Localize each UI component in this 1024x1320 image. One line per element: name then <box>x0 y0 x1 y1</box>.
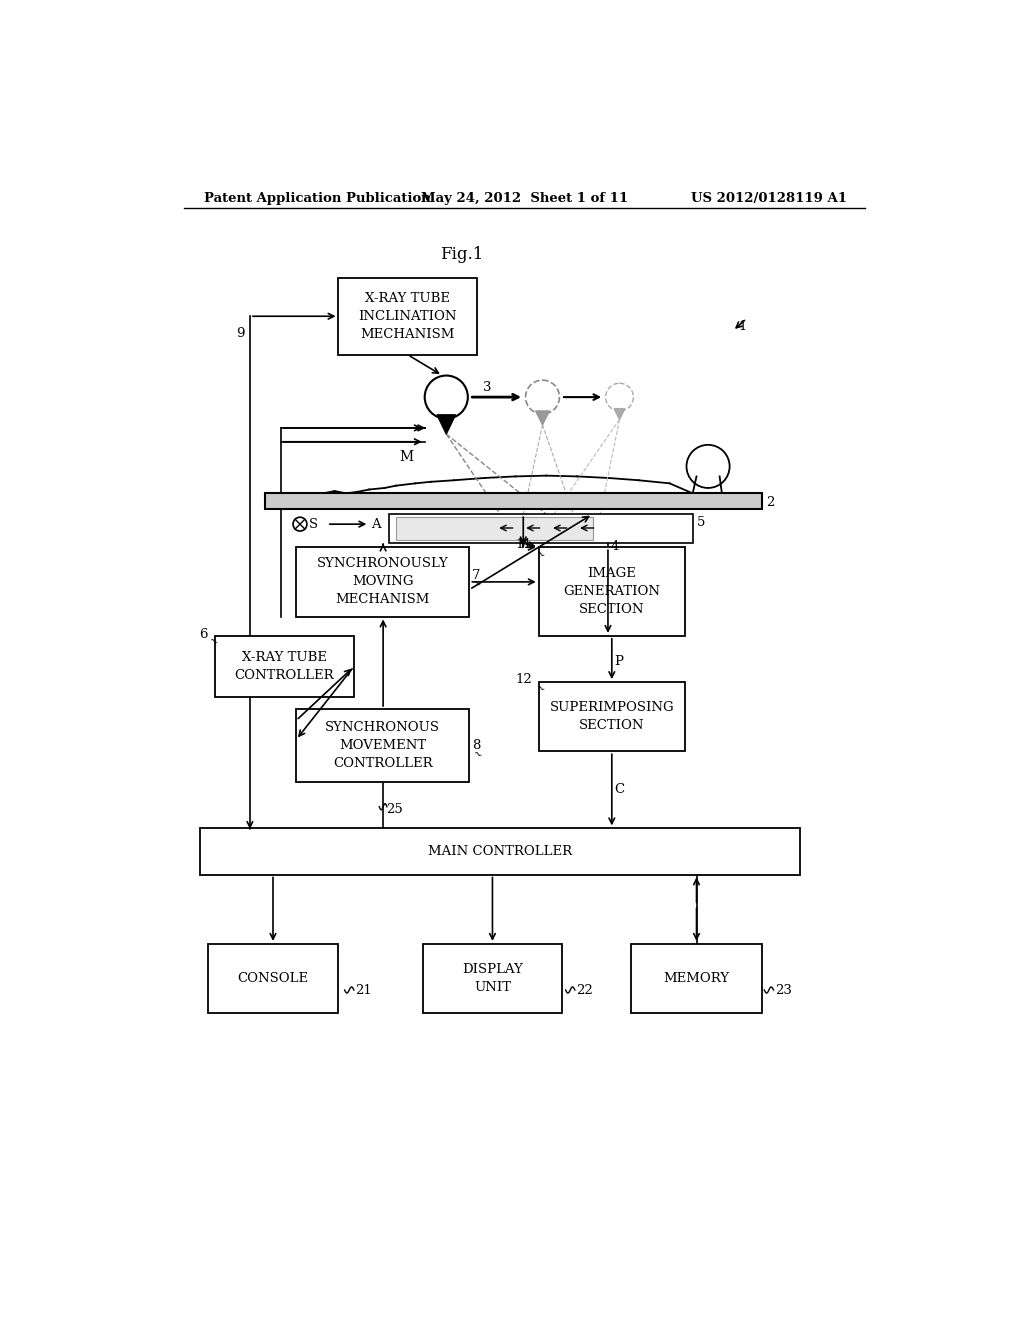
Text: ~: ~ <box>470 748 483 762</box>
Text: MEMORY: MEMORY <box>664 972 729 985</box>
Bar <box>396 517 593 540</box>
Text: ~: ~ <box>469 578 482 591</box>
Bar <box>631 944 762 1014</box>
Text: M: M <box>399 450 414 465</box>
Text: ~: ~ <box>534 682 546 697</box>
Bar <box>539 548 685 636</box>
Bar <box>200 829 801 874</box>
Text: 22: 22 <box>577 983 593 997</box>
Text: 23: 23 <box>775 983 792 997</box>
Bar <box>296 548 469 616</box>
Text: 11: 11 <box>516 539 532 552</box>
Text: 9: 9 <box>236 327 245 341</box>
Text: X-RAY TUBE
INCLINATION
MECHANISM: X-RAY TUBE INCLINATION MECHANISM <box>358 292 457 341</box>
Polygon shape <box>437 414 456 434</box>
Bar <box>339 277 477 355</box>
Text: SUPERIMPOSING
SECTION: SUPERIMPOSING SECTION <box>550 701 674 733</box>
Text: 12: 12 <box>516 673 532 686</box>
Text: C: C <box>614 783 625 796</box>
Text: 25: 25 <box>386 803 403 816</box>
Text: MAIN CONTROLLER: MAIN CONTROLLER <box>428 845 572 858</box>
Text: S: S <box>309 517 318 531</box>
Text: IMAGE
GENERATION
SECTION: IMAGE GENERATION SECTION <box>563 568 660 616</box>
Text: X-RAY TUBE
CONTROLLER: X-RAY TUBE CONTROLLER <box>234 651 335 682</box>
Text: DISPLAY
UNIT: DISPLAY UNIT <box>462 964 523 994</box>
Text: Patent Application Publication: Patent Application Publication <box>204 191 430 205</box>
Bar <box>423 944 562 1014</box>
Polygon shape <box>614 409 625 420</box>
Text: SYNCHRONOUSLY
MOVING
MECHANISM: SYNCHRONOUSLY MOVING MECHANISM <box>316 557 449 606</box>
Text: 6: 6 <box>199 628 208 640</box>
Text: 7: 7 <box>472 569 480 582</box>
Text: ~: ~ <box>206 635 219 648</box>
Text: US 2012/0128119 A1: US 2012/0128119 A1 <box>690 191 847 205</box>
Text: 2: 2 <box>766 496 774 510</box>
Bar <box>539 682 685 751</box>
Text: 3: 3 <box>483 381 492 395</box>
Text: P: P <box>614 655 624 668</box>
Polygon shape <box>536 411 550 425</box>
Text: SYNCHRONOUS
MOVEMENT
CONTROLLER: SYNCHRONOUS MOVEMENT CONTROLLER <box>326 721 440 770</box>
Text: CONSOLE: CONSOLE <box>238 972 308 985</box>
Text: 1: 1 <box>739 319 748 333</box>
Bar <box>265 494 762 508</box>
Bar <box>215 636 354 697</box>
Bar <box>296 709 469 781</box>
Text: ~: ~ <box>534 548 546 561</box>
Text: Fig.1: Fig.1 <box>440 246 483 263</box>
Text: 4: 4 <box>611 540 620 553</box>
Text: May 24, 2012  Sheet 1 of 11: May 24, 2012 Sheet 1 of 11 <box>421 191 629 205</box>
Text: 21: 21 <box>355 983 372 997</box>
Text: 5: 5 <box>696 516 705 529</box>
Text: A: A <box>371 517 381 531</box>
Bar <box>388 515 692 544</box>
Bar <box>208 944 339 1014</box>
Text: 8: 8 <box>472 739 480 751</box>
